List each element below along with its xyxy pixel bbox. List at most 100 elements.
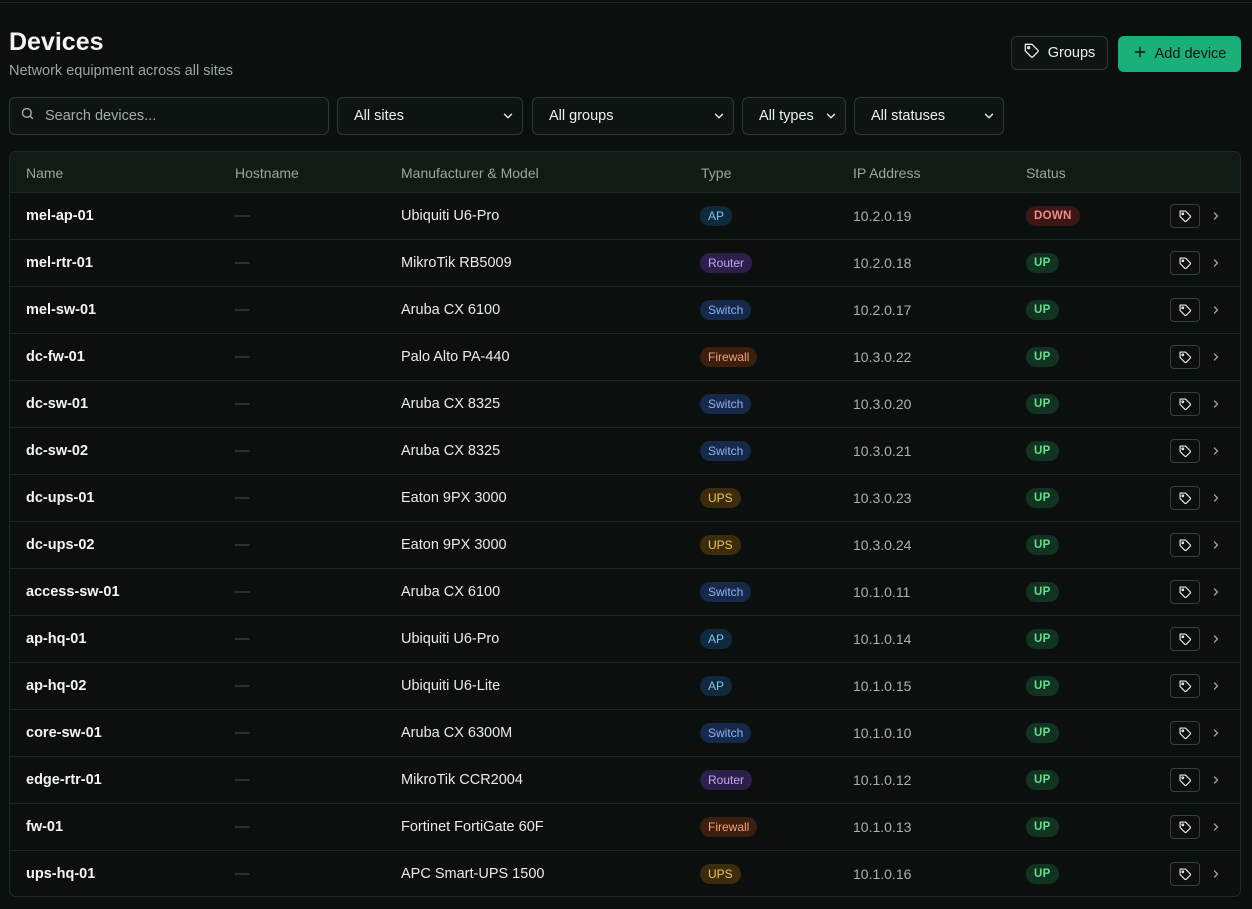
column-header-hostname[interactable]: Hostname <box>235 165 299 181</box>
devices-table: Name Hostname Manufacturer & Model Type … <box>9 151 1241 897</box>
row-groups-button[interactable] <box>1170 345 1200 369</box>
row-groups-button[interactable] <box>1170 439 1200 463</box>
device-model: Aruba CX 6300M <box>401 725 513 741</box>
add-device-button[interactable]: Add device <box>1118 36 1241 72</box>
table-row[interactable]: dc-ups-01 — Eaton 9PX 3000 UPS 10.3.0.23 UP <box>10 474 1240 522</box>
search-input[interactable] <box>43 107 307 125</box>
chevron-right-icon[interactable] <box>1210 773 1222 791</box>
tag-icon <box>1178 585 1192 599</box>
device-name[interactable]: mel-rtr-01 <box>26 255 93 271</box>
row-groups-button[interactable] <box>1170 768 1200 792</box>
device-hostname: — <box>235 537 250 553</box>
chevron-right-icon[interactable] <box>1210 397 1222 415</box>
table-header: Name Hostname Manufacturer & Model Type … <box>10 152 1240 192</box>
tag-icon <box>1024 43 1040 63</box>
type-badge: Firewall <box>700 817 758 837</box>
device-name[interactable]: dc-ups-01 <box>26 490 95 506</box>
row-groups-button[interactable] <box>1170 674 1200 698</box>
chevron-right-icon[interactable] <box>1210 726 1222 744</box>
row-groups-button[interactable] <box>1170 862 1200 886</box>
device-name[interactable]: dc-fw-01 <box>26 349 85 365</box>
device-name[interactable]: fw-01 <box>26 819 64 835</box>
device-name[interactable]: dc-sw-01 <box>26 396 89 412</box>
table-row[interactable]: mel-ap-01 — Ubiquiti U6-Pro AP 10.2.0.19 DOWN <box>10 192 1240 240</box>
row-groups-button[interactable] <box>1170 721 1200 745</box>
group-filter-select[interactable]: All groups <box>532 97 734 135</box>
chevron-right-icon[interactable] <box>1210 679 1222 697</box>
row-groups-button[interactable] <box>1170 627 1200 651</box>
table-row[interactable]: ups-hq-01 — APC Smart-UPS 1500 UPS 10.1.0.16… <box>10 850 1240 896</box>
device-hostname: — <box>235 396 250 412</box>
chevron-right-icon[interactable] <box>1210 444 1222 462</box>
device-model: Aruba CX 6100 <box>401 302 501 318</box>
device-name[interactable]: edge-rtr-01 <box>26 772 102 788</box>
chevron-right-icon[interactable] <box>1210 256 1222 274</box>
column-header-name[interactable]: Name <box>26 165 64 181</box>
device-name[interactable]: ap-hq-01 <box>26 631 87 647</box>
device-model: Ubiquiti U6-Pro <box>401 208 500 224</box>
device-ip: 10.1.0.14 <box>853 631 912 647</box>
row-groups-button[interactable] <box>1170 533 1200 557</box>
device-model: Palo Alto PA-440 <box>401 349 510 365</box>
chevron-right-icon[interactable] <box>1210 632 1222 650</box>
row-groups-button[interactable] <box>1170 298 1200 322</box>
table-row[interactable]: dc-sw-01 — Aruba CX 8325 Switch 10.3.0.20 UP <box>10 380 1240 428</box>
device-name[interactable]: dc-ups-02 <box>26 537 95 553</box>
table-row[interactable]: mel-sw-01 — Aruba CX 6100 Switch 10.2.0.17 UP <box>10 286 1240 334</box>
status-filter-select[interactable]: All statuses <box>854 97 1004 135</box>
table-row[interactable]: mel-rtr-01 — MikroTik RB5009 Router 10.2.0.1… <box>10 239 1240 287</box>
tag-icon <box>1178 350 1192 364</box>
status-badge: UP <box>1026 864 1059 884</box>
chevron-right-icon[interactable] <box>1210 820 1222 838</box>
row-groups-button[interactable] <box>1170 251 1200 275</box>
column-header-status[interactable]: Status <box>1026 165 1066 181</box>
table-row[interactable]: core-sw-01 — Aruba CX 6300M Switch 10.1.0.10… <box>10 709 1240 757</box>
chevron-down-icon <box>982 109 996 127</box>
tag-icon <box>1178 397 1192 411</box>
device-ip: 10.1.0.11 <box>853 584 911 600</box>
page-header: Devices Network equipment across all sit… <box>9 28 1241 84</box>
chevron-right-icon[interactable] <box>1210 867 1222 885</box>
site-filter-select[interactable]: All sites <box>337 97 523 135</box>
row-groups-button[interactable] <box>1170 392 1200 416</box>
table-row[interactable]: dc-sw-02 — Aruba CX 8325 Switch 10.3.0.21 UP <box>10 427 1240 475</box>
device-ip: 10.3.0.20 <box>853 396 912 412</box>
device-name[interactable]: dc-sw-02 <box>26 443 89 459</box>
chevron-right-icon[interactable] <box>1210 350 1222 368</box>
search-box[interactable] <box>9 97 329 135</box>
row-groups-button[interactable] <box>1170 580 1200 604</box>
device-name[interactable]: access-sw-01 <box>26 584 120 600</box>
table-row[interactable]: fw-01 — Fortinet FortiGate 60F Firewall 10.1… <box>10 803 1240 851</box>
device-ip: 10.1.0.13 <box>853 819 912 835</box>
chevron-right-icon[interactable] <box>1210 491 1222 509</box>
table-row[interactable]: ap-hq-01 — Ubiquiti U6-Pro AP 10.1.0.14 UP <box>10 615 1240 663</box>
chevron-down-icon <box>712 109 726 127</box>
table-row[interactable]: dc-fw-01 — Palo Alto PA-440 Firewall 10.3.0.… <box>10 333 1240 381</box>
row-groups-button[interactable] <box>1170 486 1200 510</box>
column-header-type[interactable]: Type <box>701 165 732 181</box>
column-header-model[interactable]: Manufacturer & Model <box>401 165 539 181</box>
table-row[interactable]: dc-ups-02 — Eaton 9PX 3000 UPS 10.3.0.24 UP <box>10 521 1240 569</box>
chevron-right-icon[interactable] <box>1210 303 1222 321</box>
device-model: Aruba CX 8325 <box>401 443 501 459</box>
chevron-right-icon[interactable] <box>1210 538 1222 556</box>
device-name[interactable]: mel-ap-01 <box>26 208 94 224</box>
table-row[interactable]: edge-rtr-01 — MikroTik CCR2004 Router 10.1.0… <box>10 756 1240 804</box>
group-filter-value: All groups <box>549 108 614 124</box>
device-name[interactable]: core-sw-01 <box>26 725 102 741</box>
row-groups-button[interactable] <box>1170 204 1200 228</box>
device-hostname: — <box>235 772 250 788</box>
table-row[interactable]: ap-hq-02 — Ubiquiti U6-Lite AP 10.1.0.15 UP <box>10 662 1240 710</box>
type-filter-select[interactable]: All types <box>742 97 846 135</box>
status-badge: UP <box>1026 817 1059 837</box>
chevron-right-icon[interactable] <box>1210 209 1222 227</box>
column-header-ip[interactable]: IP Address <box>853 165 921 181</box>
device-name[interactable]: ap-hq-02 <box>26 678 87 694</box>
groups-button[interactable]: Groups <box>1011 36 1108 70</box>
device-name[interactable]: ups-hq-01 <box>26 866 96 882</box>
chevron-right-icon[interactable] <box>1210 585 1222 603</box>
device-hostname: — <box>235 443 250 459</box>
row-groups-button[interactable] <box>1170 815 1200 839</box>
table-row[interactable]: access-sw-01 — Aruba CX 6100 Switch 10.1.0.1… <box>10 568 1240 616</box>
device-name[interactable]: mel-sw-01 <box>26 302 97 318</box>
